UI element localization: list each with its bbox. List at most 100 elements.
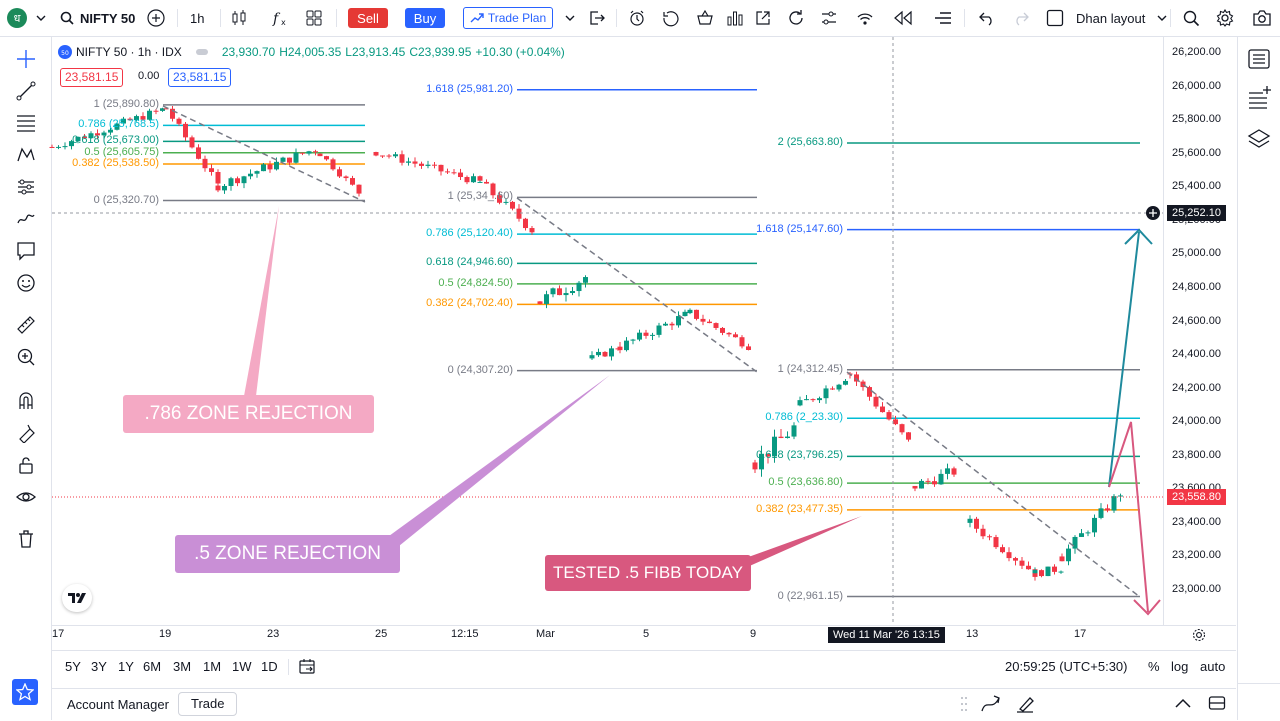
range-6m[interactable]: 6M bbox=[143, 659, 162, 674]
candle-body bbox=[503, 201, 509, 203]
pattern-icon[interactable] bbox=[14, 143, 38, 167]
candle-body bbox=[1058, 571, 1064, 573]
zoom-in-icon[interactable] bbox=[14, 345, 38, 369]
candle-body bbox=[313, 151, 318, 153]
interval-button[interactable]: 1h bbox=[190, 0, 204, 36]
quick-search-icon[interactable] bbox=[1182, 0, 1200, 36]
emoji-icon[interactable] bbox=[14, 271, 38, 295]
trendline-icon[interactable] bbox=[14, 79, 38, 103]
gear-icon[interactable] bbox=[1216, 0, 1234, 36]
candle-body bbox=[778, 436, 784, 439]
callout-5-rejection[interactable]: .5 ZONE REJECTION bbox=[175, 535, 400, 573]
alert-icon[interactable] bbox=[628, 0, 646, 36]
axis-settings-gear-icon[interactable] bbox=[1192, 628, 1206, 647]
lock-icon[interactable] bbox=[14, 453, 38, 477]
lock-drawings-icon[interactable] bbox=[14, 421, 38, 445]
bar-chart-icon[interactable] bbox=[726, 0, 744, 36]
chevron-down-icon[interactable] bbox=[565, 0, 575, 36]
candles-icon[interactable] bbox=[230, 0, 248, 36]
drag-handle-icon[interactable] bbox=[960, 695, 968, 718]
clock-timezone[interactable]: 20:59:25 (UTC+5:30) bbox=[1005, 659, 1128, 674]
candle-body bbox=[570, 291, 575, 294]
candle-body bbox=[62, 146, 68, 148]
candle-body bbox=[1111, 496, 1117, 511]
sell-price-badge[interactable]: 23,581.15 bbox=[60, 68, 124, 87]
range-5y[interactable]: 5Y bbox=[65, 659, 81, 674]
candle-body bbox=[241, 176, 247, 184]
trend-dashed-line[interactable] bbox=[516, 197, 758, 373]
buy-price-badge[interactable]: 23,581.15 bbox=[168, 68, 232, 87]
range-1w[interactable]: 1W bbox=[232, 659, 252, 674]
broker-logo-icon[interactable]: ध bbox=[6, 0, 28, 36]
candle-body bbox=[880, 406, 885, 413]
add-alert-list-icon[interactable] bbox=[1247, 85, 1271, 116]
undo-icon[interactable] bbox=[978, 0, 996, 36]
refresh-icon[interactable] bbox=[787, 0, 805, 36]
camera-icon[interactable] bbox=[1252, 0, 1272, 36]
range-bar: 5Y 3Y 1Y 6M 3M 1M 1W 1D 20:59:25 (UTC+5:… bbox=[52, 650, 1236, 681]
range-3m[interactable]: 3M bbox=[173, 659, 192, 674]
legend-toggle[interactable] bbox=[195, 49, 208, 55]
range-3y[interactable]: 3Y bbox=[91, 659, 107, 674]
projection-up-arrow[interactable] bbox=[1108, 228, 1153, 488]
popout-icon[interactable] bbox=[754, 0, 772, 36]
fib-retracement-icon[interactable] bbox=[14, 111, 38, 135]
callout-tested-fib[interactable]: TESTED .5 FIBB TODAY bbox=[545, 555, 751, 591]
candle-body bbox=[350, 178, 355, 185]
redo-icon[interactable] bbox=[1012, 0, 1030, 36]
candle-body bbox=[516, 208, 522, 219]
magnet-icon[interactable] bbox=[14, 389, 38, 413]
exit-icon[interactable] bbox=[588, 0, 606, 36]
candle-body bbox=[69, 141, 74, 147]
rewind-icon[interactable] bbox=[892, 0, 914, 36]
add-alert-plus-icon[interactable] bbox=[1146, 206, 1160, 220]
range-1d[interactable]: 1D bbox=[261, 659, 278, 674]
range-1y[interactable]: 1Y bbox=[118, 659, 134, 674]
basket-icon[interactable] bbox=[696, 0, 714, 36]
chevron-down-icon[interactable] bbox=[36, 0, 46, 36]
trend-dashed-line[interactable] bbox=[162, 105, 366, 203]
chevron-up-icon[interactable] bbox=[1174, 696, 1192, 715]
trade-tab[interactable]: Trade bbox=[178, 692, 238, 716]
settings-sliders-icon[interactable] bbox=[820, 0, 838, 36]
time-axis-label: 17 bbox=[52, 628, 65, 640]
brush-icon[interactable] bbox=[14, 207, 38, 231]
layout-button[interactable]: Dhan layout bbox=[1046, 0, 1167, 36]
watchlist-star-icon[interactable] bbox=[12, 679, 38, 705]
eye-icon[interactable] bbox=[14, 485, 38, 509]
range-1m[interactable]: 1M bbox=[203, 659, 222, 674]
percent-toggle[interactable]: % bbox=[1148, 659, 1160, 674]
projection-down-arrow[interactable] bbox=[1108, 421, 1161, 616]
trash-icon[interactable] bbox=[14, 527, 38, 551]
broadcast-icon[interactable] bbox=[856, 0, 874, 36]
trade-plan-button[interactable]: Trade Plan bbox=[463, 7, 553, 29]
crosshair-icon[interactable] bbox=[14, 47, 38, 71]
auto-toggle[interactable]: auto bbox=[1200, 659, 1226, 674]
layers-icon[interactable] bbox=[1247, 127, 1271, 156]
menu-icon[interactable] bbox=[934, 0, 952, 36]
candle-body bbox=[739, 337, 745, 347]
ruler-icon[interactable] bbox=[14, 313, 38, 337]
symbol-search-button[interactable]: NIFTY 50 bbox=[60, 0, 135, 36]
tradingview-logo-icon[interactable] bbox=[62, 584, 92, 612]
trend-dashed-line[interactable] bbox=[846, 371, 1141, 598]
replay-icon[interactable] bbox=[662, 0, 680, 36]
log-toggle[interactable]: log bbox=[1171, 659, 1189, 674]
calendar-goto-icon[interactable] bbox=[298, 657, 316, 680]
price-axis[interactable] bbox=[1163, 37, 1237, 625]
buy-button[interactable]: Buy bbox=[405, 8, 445, 28]
highlighter-icon[interactable] bbox=[1014, 694, 1036, 719]
account-manager-tab[interactable]: Account Manager bbox=[67, 697, 169, 712]
sell-button[interactable]: Sell bbox=[348, 8, 388, 28]
callout-786-rejection[interactable]: .786 ZONE REJECTION bbox=[123, 395, 374, 433]
templates-icon[interactable] bbox=[306, 0, 322, 36]
add-symbol-icon[interactable] bbox=[147, 0, 165, 36]
pen-curve-icon[interactable] bbox=[980, 694, 1002, 719]
text-note-icon[interactable] bbox=[14, 239, 38, 263]
candle-body bbox=[694, 309, 699, 319]
maximize-panel-icon[interactable] bbox=[1208, 695, 1226, 716]
prediction-icon[interactable] bbox=[14, 175, 38, 199]
watchlist-icon[interactable] bbox=[1247, 47, 1271, 76]
